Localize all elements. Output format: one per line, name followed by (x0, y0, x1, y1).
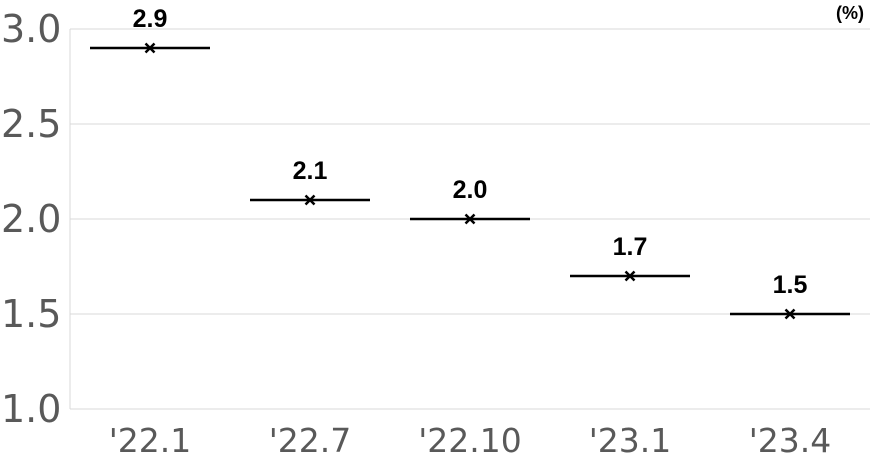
point-x-marker (784, 308, 796, 320)
data-marks (90, 42, 850, 320)
x-tick-label: '22.1 (109, 421, 192, 460)
data-label: 1.5 (773, 271, 808, 299)
y-tick-label: 2.0 (1, 197, 61, 241)
point-x-marker (464, 213, 476, 225)
data-point (90, 42, 210, 54)
data-point (570, 270, 690, 282)
data-label: 1.7 (613, 233, 648, 261)
x-axis-ticks: '22.1 '22.7 '22.10 '23.1 '23.4 (109, 421, 832, 460)
y-tick-label: 3.0 (1, 7, 61, 51)
point-x-marker (304, 194, 316, 206)
data-point (250, 194, 370, 206)
y-tick-label: 2.5 (1, 102, 61, 146)
y-tick-label: 1.5 (1, 292, 61, 336)
x-tick-label: '22.7 (269, 421, 352, 460)
data-point (730, 308, 850, 320)
data-label: 2.1 (293, 157, 328, 185)
x-tick-label: '23.4 (749, 421, 832, 460)
point-x-marker (144, 42, 156, 54)
data-labels: 2.9 2.1 2.0 1.7 1.5 (133, 5, 808, 299)
data-label: 2.9 (133, 5, 168, 33)
y-axis-ticks: 1.0 1.5 2.0 2.5 3.0 (1, 7, 61, 431)
x-tick-label: '23.1 (589, 421, 672, 460)
unit-label: (%) (836, 3, 864, 23)
data-label: 2.0 (453, 176, 488, 204)
data-point (410, 213, 530, 225)
point-x-marker (624, 270, 636, 282)
y-tick-label: 1.0 (1, 387, 61, 431)
x-tick-label: '22.10 (418, 421, 522, 460)
